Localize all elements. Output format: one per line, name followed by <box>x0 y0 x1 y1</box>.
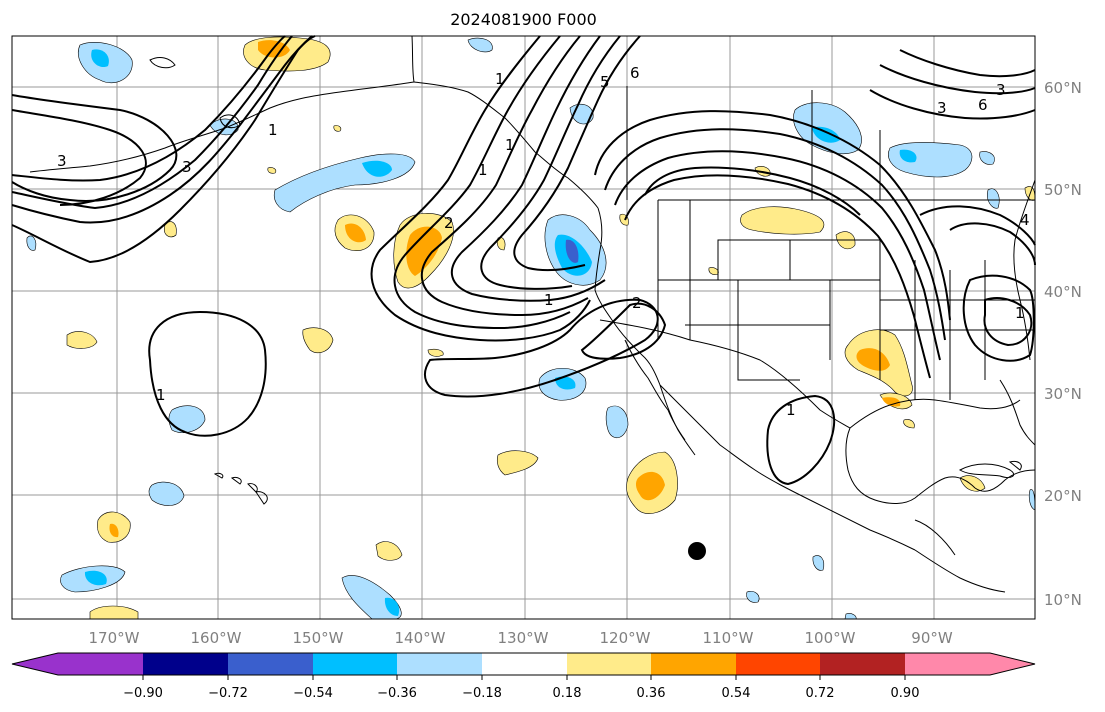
contour-label: 1 <box>268 121 278 139</box>
colorbar-segment <box>397 653 482 675</box>
colorbar-segment <box>736 653 820 675</box>
contour-label: 3 <box>996 81 1006 99</box>
colorbar-segment <box>567 653 651 675</box>
contour-label: 1 <box>786 401 796 419</box>
coastlines <box>29 35 1036 593</box>
lon-label: 110°W <box>703 629 754 647</box>
colorbar-tick-label: 0.36 <box>637 686 666 701</box>
colorbar-segment <box>820 653 905 675</box>
lat-label: 50°N <box>1044 181 1082 199</box>
colorbar-tick-label: 0.72 <box>806 686 835 701</box>
colorbar-tick-label: 0.54 <box>722 686 751 701</box>
lat-label: 20°N <box>1044 487 1082 505</box>
lon-label: 170°W <box>89 629 140 647</box>
contour-label: 4 <box>1020 211 1030 229</box>
contour-label-group: 3 3 1 1 3 6 3 6 1 1 2 1 1 4 1 2 5 1 <box>57 64 1030 419</box>
contour-label: 1 <box>505 136 515 154</box>
colorbar-tick-label: −0.18 <box>462 686 502 701</box>
lat-label: 40°N <box>1044 283 1082 301</box>
lat-label: 30°N <box>1044 385 1082 403</box>
positive-anomaly-fill <box>66 36 1036 620</box>
lon-label: 90°W <box>911 629 953 647</box>
lon-label: 150°W <box>293 629 344 647</box>
lat-label: 10°N <box>1044 591 1082 609</box>
contour-label: 3 <box>182 158 192 176</box>
contour-lines <box>11 35 1036 486</box>
colorbar-tick-label: 0.18 <box>553 686 582 701</box>
contour-label: 5 <box>600 73 610 91</box>
lat-label: 60°N <box>1044 79 1082 97</box>
colorbar-segment <box>482 653 567 675</box>
colorbar-tick-label: −0.36 <box>377 686 417 701</box>
colorbar-tick-label: −0.54 <box>293 686 333 701</box>
colorbar-segment <box>313 653 397 675</box>
lon-label: 130°W <box>498 629 549 647</box>
latitude-labels: 60°N 50°N 40°N 30°N 20°N 10°N <box>1044 79 1082 609</box>
colorbar-segment <box>905 653 1035 675</box>
colorbar: −0.90 −0.72 −0.54 −0.36 −0.18 0.18 0.36 … <box>11 652 1036 701</box>
lon-label: 120°W <box>600 629 651 647</box>
colorbar-tick-label: 0.90 <box>891 686 920 701</box>
contour-label: 1 <box>478 161 488 179</box>
lon-label: 100°W <box>805 629 856 647</box>
map-title: 2024081900 F000 <box>450 10 597 29</box>
map-frame <box>11 35 1036 620</box>
contour-label: 1 <box>156 386 166 404</box>
lon-label: 160°W <box>191 629 242 647</box>
contour-label: 6 <box>630 64 640 82</box>
colorbar-segment <box>143 653 228 675</box>
colorbar-segment <box>651 653 736 675</box>
longitude-labels: 170°W 160°W 150°W 140°W 130°W 120°W 110°… <box>89 629 953 647</box>
contour-label: 6 <box>978 96 988 114</box>
colorbar-tick-label: −0.72 <box>208 686 248 701</box>
graticule <box>12 36 1035 619</box>
black-dot-marker <box>688 542 706 560</box>
contour-label: 3 <box>937 99 947 117</box>
colorbar-segment <box>228 653 313 675</box>
colorbar-segment <box>12 653 143 675</box>
contour-label: 2 <box>632 294 642 312</box>
contour-label: 1 <box>544 291 554 309</box>
contour-label: 1 <box>495 70 505 88</box>
map-area <box>12 36 1035 619</box>
lon-label: 140°W <box>395 629 446 647</box>
negative-anomaly-fill <box>26 37 1036 620</box>
contour-label: 3 <box>57 152 67 170</box>
colorbar-outline <box>11 652 1036 676</box>
colorbar-tick-label: −0.90 <box>123 686 163 701</box>
contour-label: 2 <box>444 214 454 232</box>
contour-label: 1 <box>1015 304 1025 322</box>
